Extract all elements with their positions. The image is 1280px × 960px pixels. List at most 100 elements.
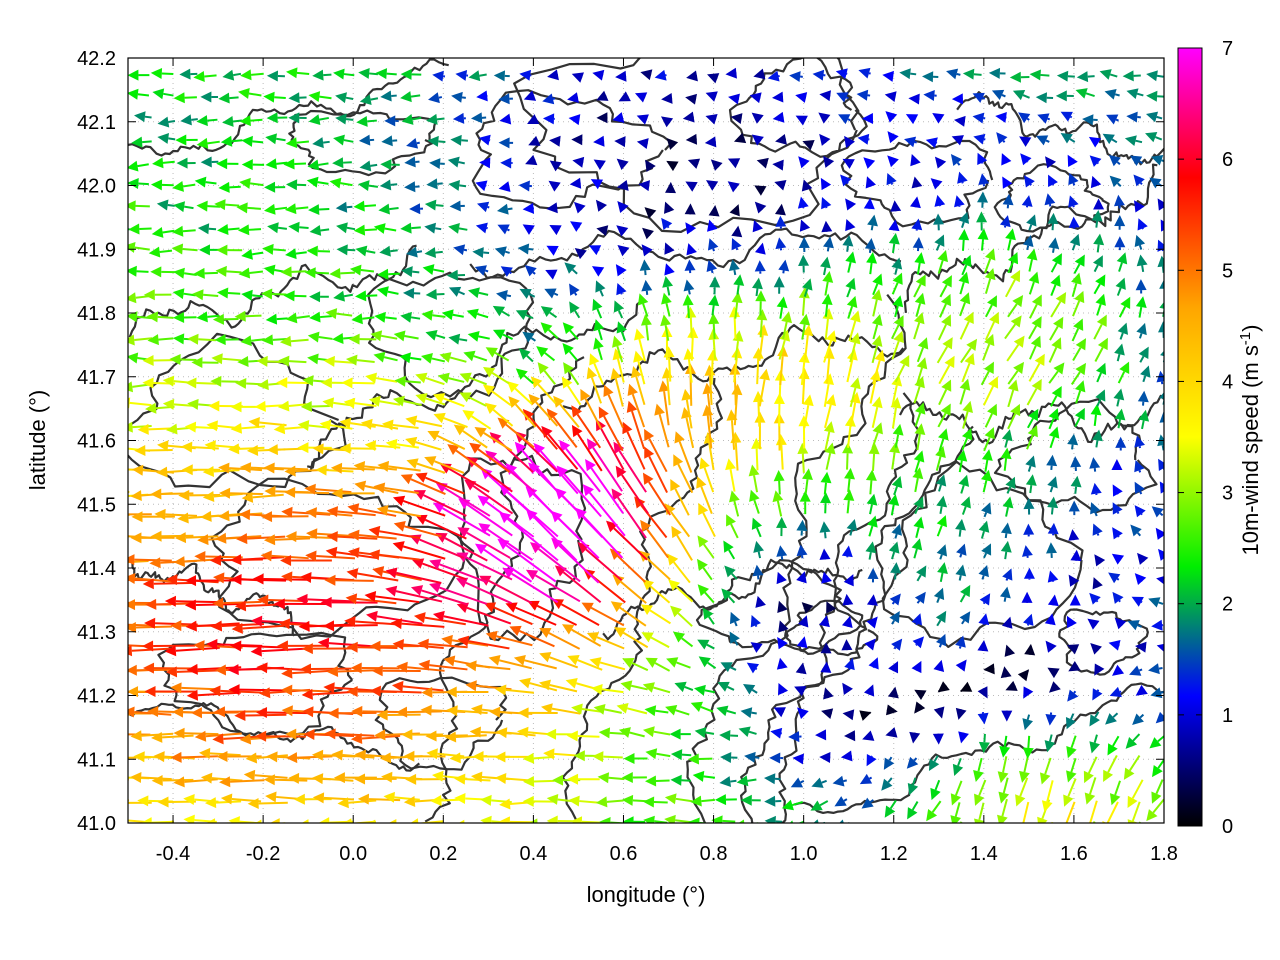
wind-arrow [731,225,743,238]
wind-arrow [515,368,534,385]
wind-arrow [871,313,883,340]
wind-arrow [582,484,626,537]
wind-arrow [744,751,760,763]
wind-arrow [1046,542,1058,558]
wind-arrow [393,520,442,538]
wind-arrow [754,185,767,196]
wind-arrow [819,751,831,763]
wind-arrow [355,290,378,302]
wind-arrow [1145,111,1163,123]
wind-arrow [1123,755,1141,780]
wind-arrow [1092,577,1103,590]
wind-arrow [1023,497,1035,515]
wind-arrow [660,314,672,341]
wind-arrow [173,201,194,213]
wind-arrow [622,421,646,470]
wind-arrow [457,635,510,650]
wind-arrow [914,591,926,604]
wind-arrow [935,445,946,471]
wind-arrow [426,113,445,125]
wind-arrow [911,176,923,189]
wind-arrow [236,202,261,214]
wind-arrow [641,244,653,257]
wind-arrow [974,802,985,823]
wind-arrow [792,753,804,765]
wind-arrow [888,232,900,254]
wind-arrow [308,204,330,216]
wind-arrow [1116,252,1128,272]
contour-line [1058,608,1149,676]
wind-arrow [798,236,810,253]
wind-arrow [1070,475,1082,494]
wind-arrow [217,224,240,235]
wind-arrow [913,274,926,298]
wind-arrow [1137,218,1148,231]
wind-arrow [265,133,286,145]
wind-arrow [128,161,129,164]
wind-arrow [228,684,284,696]
wind-arrow [301,819,333,823]
wind-arrow [522,331,536,343]
wind-arrow [937,562,948,582]
wind-arrow [267,222,288,234]
wind-arrow [1135,279,1147,294]
wind-arrow [448,333,468,345]
wind-arrow [429,559,488,584]
wind-arrow [976,211,988,231]
wind-arrow [497,224,510,235]
wind-arrow [353,200,376,212]
y-tick-label: 41.0 [77,813,116,835]
wind-arrow [664,201,675,214]
wind-arrow [309,311,332,323]
wind-arrow [196,200,221,212]
y-tick-label: 41.7 [77,367,116,389]
wind-arrow [329,267,355,279]
wind-arrow [1044,734,1056,753]
wind-arrow [1138,821,1142,823]
wind-arrow [937,403,951,428]
x-tick-label: 0.8 [700,843,728,865]
wind-arrow [763,773,781,785]
wind-arrow [569,177,582,189]
wind-arrow [933,213,945,231]
wind-arrow [1114,343,1125,362]
wind-arrow [728,259,740,276]
wind-arrow [888,541,900,560]
wind-arrow [128,228,130,231]
wind-arrow [753,68,766,80]
wind-arrow [799,219,811,232]
wind-arrow [664,242,675,255]
wind-arrow [709,276,721,295]
wind-arrow [1028,353,1045,382]
wind-arrow [988,67,1006,79]
wind-arrow [448,179,467,191]
wind-arrow [134,445,173,457]
wind-arrow [1117,361,1130,384]
wind-arrow [913,450,925,473]
wind-arrow [150,67,174,79]
wind-arrow [751,517,763,538]
wind-arrow [1130,524,1142,537]
wind-arrow [463,350,488,362]
wind-arrow [982,376,999,406]
wind-arrow [197,223,217,235]
wind-arrow [285,248,307,260]
wind-arrow [196,311,220,323]
wind-arrow [645,775,670,787]
wind-arrow [977,228,989,251]
wind-arrow [128,778,129,781]
wind-arrow [286,179,307,191]
wind-arrow [172,288,196,300]
wind-arrow [355,245,376,257]
wind-arrow [778,682,789,696]
wind-arrow [773,276,785,294]
wind-arrow [781,799,803,811]
wind-arrow [1050,274,1061,296]
wind-arrow [796,636,808,649]
wind-arrow [425,330,446,341]
wind-arrow [815,729,827,741]
wind-arrow [1115,436,1127,451]
wind-arrow [400,474,446,495]
wind-arrow [798,351,810,386]
wind-arrow [200,91,219,103]
